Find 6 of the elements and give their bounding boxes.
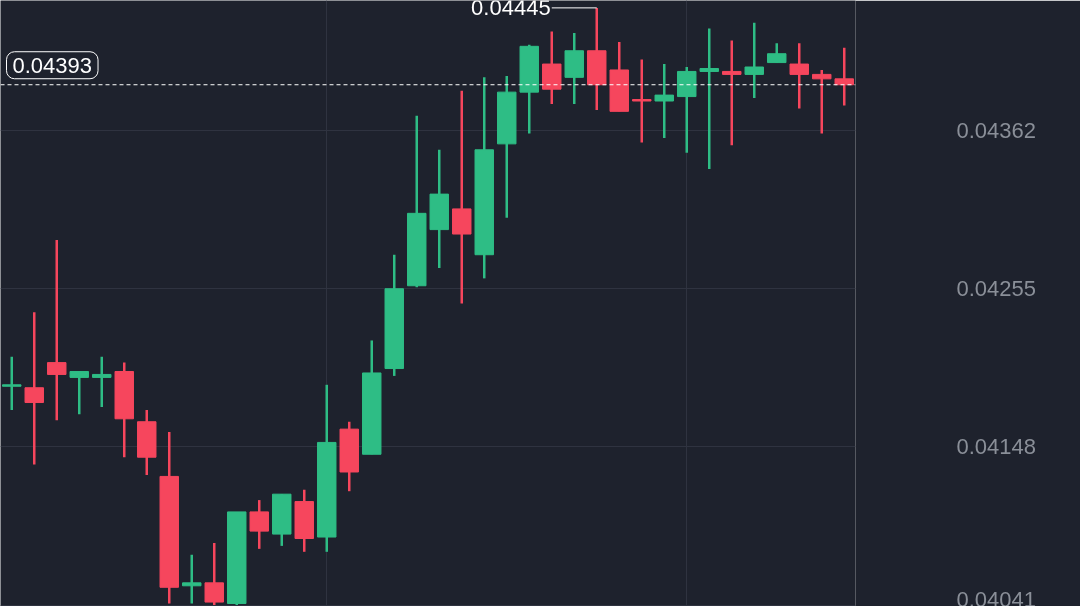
y-tick-label: 0.04148 bbox=[956, 434, 1037, 460]
y-tick-label: 0.04255 bbox=[956, 276, 1037, 302]
y-tick-label: 0.04041 bbox=[956, 586, 1037, 606]
ref-line-label: 0.04393 bbox=[12, 52, 93, 78]
y-tick-label: 0.04362 bbox=[956, 118, 1037, 144]
annotation: 0.04445 bbox=[471, 0, 551, 21]
